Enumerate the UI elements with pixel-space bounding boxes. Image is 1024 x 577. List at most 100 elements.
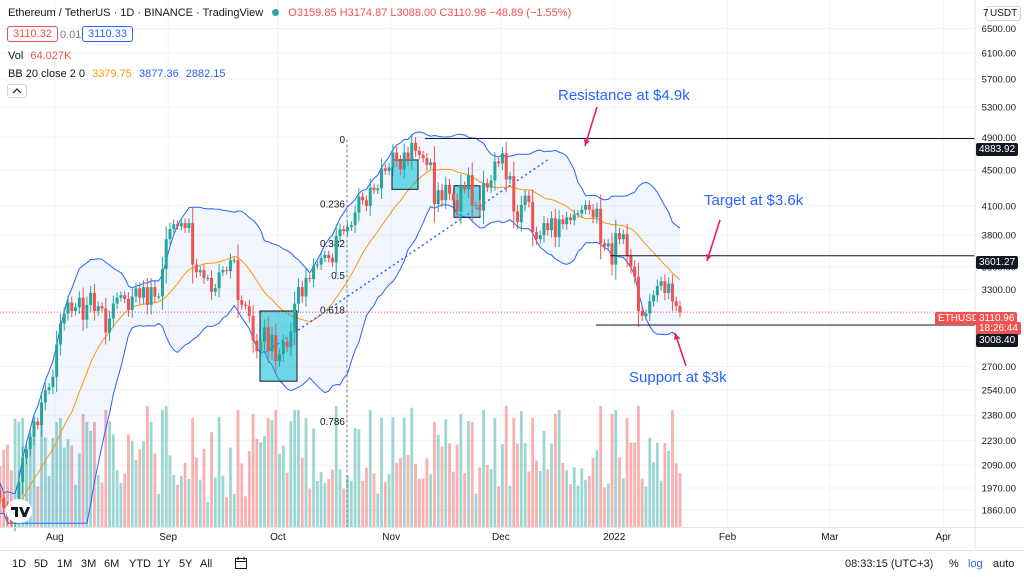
candle-body bbox=[561, 219, 565, 225]
target-arrow bbox=[706, 219, 721, 262]
candle-body bbox=[470, 175, 474, 206]
volume-bar bbox=[334, 406, 338, 527]
candle-body bbox=[149, 287, 153, 305]
candle-body bbox=[527, 195, 531, 203]
candle-body bbox=[191, 223, 195, 265]
clock-time[interactable]: 08:33:15 (UTC+3) bbox=[845, 558, 934, 570]
candle-body bbox=[183, 223, 187, 229]
candle-body bbox=[274, 335, 278, 361]
volume-bar bbox=[236, 410, 240, 527]
volume-bar bbox=[179, 476, 183, 527]
candle-body bbox=[387, 167, 391, 171]
volume-bar bbox=[580, 468, 584, 527]
candle-body bbox=[625, 234, 629, 256]
candle-body bbox=[357, 196, 361, 213]
range-all[interactable]: All bbox=[200, 558, 213, 570]
volume-bar bbox=[595, 450, 599, 527]
range-ytd[interactable]: YTD bbox=[129, 558, 151, 570]
candle-body bbox=[523, 195, 527, 205]
range-1d[interactable]: 1D bbox=[12, 558, 27, 570]
fib-level-label: 0 bbox=[339, 135, 345, 146]
range-3m[interactable]: 3M bbox=[81, 558, 97, 570]
candle-body bbox=[663, 281, 667, 293]
candle-body bbox=[478, 204, 482, 211]
volume-bar bbox=[195, 457, 198, 527]
range-1y[interactable]: 1Y bbox=[157, 558, 171, 570]
tradingview-logo-icon bbox=[11, 507, 30, 517]
volume-bar bbox=[535, 460, 538, 527]
support-arrow-head bbox=[674, 333, 680, 340]
candle-body bbox=[92, 292, 96, 312]
percent-toggle[interactable]: % bbox=[949, 558, 959, 570]
candle-body bbox=[115, 297, 119, 304]
auto-toggle[interactable]: auto bbox=[993, 558, 1015, 570]
volume-bar bbox=[66, 439, 70, 527]
y-tick-label: 2090.00 bbox=[982, 461, 1016, 472]
annotations bbox=[583, 106, 721, 367]
range-6m[interactable]: 6M bbox=[104, 558, 120, 570]
y-tick-label: 2230.00 bbox=[982, 436, 1016, 447]
candle-body bbox=[194, 264, 198, 273]
candle-body bbox=[425, 158, 429, 165]
chevron-up-icon bbox=[12, 88, 22, 94]
candle-body bbox=[89, 292, 93, 305]
collapse-legend-button[interactable] bbox=[7, 84, 27, 98]
bid-price[interactable]: 3110.32 bbox=[7, 26, 58, 42]
volume-bar bbox=[425, 458, 429, 527]
volume-bar bbox=[100, 482, 104, 527]
volume-bar bbox=[9, 470, 13, 527]
candle-body bbox=[278, 354, 282, 361]
volume-bar bbox=[232, 494, 236, 527]
candle-body bbox=[164, 239, 168, 269]
volume-bar bbox=[489, 469, 493, 527]
log-toggle[interactable]: log bbox=[968, 558, 983, 570]
x-tick-label: Feb bbox=[719, 532, 737, 543]
symbol-price-tag: ETHUSDT bbox=[935, 312, 989, 325]
candle-body bbox=[538, 235, 542, 240]
y-tick-label: 2700.00 bbox=[982, 362, 1016, 373]
volume-bar bbox=[274, 410, 278, 527]
candle-body bbox=[516, 211, 520, 223]
volume-bar bbox=[138, 449, 142, 527]
x-tick-label: Sep bbox=[159, 532, 177, 543]
goto-date-button[interactable] bbox=[234, 556, 248, 573]
candle-body bbox=[546, 223, 550, 231]
ask-price[interactable]: 3110.33 bbox=[82, 26, 133, 42]
candle-body bbox=[247, 306, 251, 316]
volume-bar bbox=[187, 479, 191, 527]
candle-body bbox=[599, 208, 603, 244]
volume-bar bbox=[6, 444, 9, 527]
x-tick-label: Aug bbox=[46, 532, 64, 543]
candle-body bbox=[217, 272, 221, 289]
range-5d[interactable]: 5D bbox=[34, 558, 49, 570]
candle-body bbox=[236, 260, 240, 301]
volume-bar bbox=[145, 406, 149, 527]
volume-bar bbox=[531, 418, 535, 527]
candle-body bbox=[262, 327, 266, 342]
volume-bar bbox=[142, 441, 145, 527]
candle-body bbox=[77, 297, 81, 308]
candle-body bbox=[474, 204, 478, 206]
range-1m[interactable]: 1M bbox=[57, 558, 73, 570]
candle-body bbox=[436, 190, 440, 205]
candle-body bbox=[123, 295, 127, 299]
volume-bar bbox=[134, 459, 138, 527]
candle-body bbox=[406, 152, 410, 160]
candle-body bbox=[323, 254, 327, 259]
volume-bar bbox=[501, 444, 504, 527]
candle-body bbox=[519, 204, 523, 223]
candle-body bbox=[380, 168, 384, 189]
candle-body bbox=[553, 218, 557, 238]
candle-body bbox=[361, 196, 365, 201]
y-tick-label: 3800.00 bbox=[982, 231, 1016, 242]
volume-bar bbox=[399, 458, 402, 527]
volume-bar bbox=[618, 457, 621, 527]
volume-bar bbox=[104, 410, 108, 527]
range-5y[interactable]: 5Y bbox=[179, 558, 193, 570]
volume-bar bbox=[667, 451, 671, 527]
candle-countdown: 18:26:44 bbox=[976, 322, 1021, 335]
currency-label[interactable]: USDT bbox=[986, 6, 1022, 21]
price-chart[interactable]: 0 0.236 0.382 0.5 0.618 0.786 6500.00 6100.00 5… bbox=[0, 0, 1024, 550]
volume-bar bbox=[130, 440, 134, 527]
candle-body bbox=[198, 270, 202, 273]
